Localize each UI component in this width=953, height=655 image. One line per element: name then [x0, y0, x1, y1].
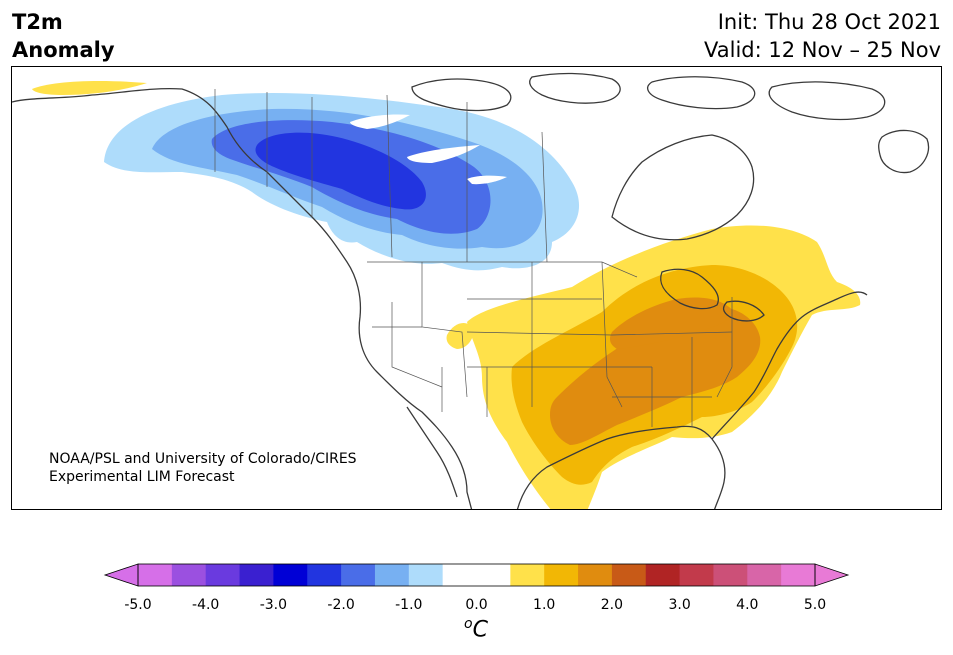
colorbar-cell: [544, 564, 579, 586]
colorbar-tick-label: 2.0: [600, 597, 624, 613]
colorbar-unit: oC: [464, 616, 488, 642]
unit-base: C: [472, 617, 488, 643]
title-line-2: Anomaly: [12, 38, 115, 62]
map-canvas: [12, 72, 930, 509]
colorbar-cell: [781, 564, 816, 586]
map-title: T2m Anomaly: [12, 8, 115, 64]
colorbar-over-arrow: [814, 563, 850, 587]
colorbar-cell: [713, 564, 748, 586]
warm-patch-arctic: [32, 81, 147, 95]
title-line-1: T2m: [12, 10, 63, 34]
lake-white-1: [350, 114, 410, 129]
colorbar-cell: [679, 564, 714, 586]
lake-white-2: [407, 145, 480, 163]
colorbar-tick-label: -5.0: [124, 597, 152, 613]
coastlines: [12, 72, 930, 509]
colorbar-cell: [205, 564, 241, 586]
colorbar-cell: [171, 564, 207, 586]
init-date: Init: Thu 28 Oct 2021: [717, 10, 941, 34]
colorbar-tick-label: -4.0: [192, 597, 220, 613]
colorbar-cell: [510, 564, 545, 586]
colorbar-cell: [374, 564, 410, 586]
anomaly-map: [11, 66, 942, 510]
colorbar-cell: [273, 564, 308, 586]
colorbar-tick-label: 5.0: [803, 597, 827, 613]
valid-range: Valid: 12 Nov – 25 Nov: [704, 38, 941, 62]
political-borders: [214, 89, 733, 427]
colorbar-outline: [137, 563, 816, 587]
warm-patch-west: [446, 323, 474, 349]
colorbar-tick-label: 1.0: [533, 597, 556, 613]
colorbar-cell: [138, 564, 173, 586]
warm-anomaly-strong-core: [609, 297, 734, 349]
colorbar-cell: [239, 564, 274, 586]
colorbar-cell: [442, 564, 477, 586]
colorbar-tick-label: -2.0: [327, 597, 355, 613]
colorbar-tick-label: 0.0: [465, 597, 488, 613]
colorbar-cell: [645, 564, 681, 586]
cold-anomaly-core: [255, 132, 426, 210]
colorbar-cell: [341, 564, 376, 586]
colorbar-cell: [611, 564, 647, 586]
warm-anomaly-strong: [550, 307, 761, 445]
colorbar: [103, 563, 850, 587]
colorbar-cell: [476, 564, 511, 586]
colorbar-cell: [747, 564, 782, 586]
colorbar-cells: [138, 564, 816, 586]
colorbar-tick-label: 4.0: [736, 597, 759, 613]
colorbar-cell: [578, 564, 613, 586]
credit-line-2: Experimental LIM Forecast: [49, 469, 235, 485]
credit-line-1: NOAA/PSL and University of Colorado/CIRE…: [49, 451, 357, 467]
credit-text: NOAA/PSL and University of Colorado/CIRE…: [49, 450, 357, 486]
colorbar-tick-label: -1.0: [395, 597, 423, 613]
colorbar-cell: [408, 564, 444, 586]
colorbar-tick-label: 3.0: [668, 597, 691, 613]
unit-superscript: o: [464, 616, 473, 632]
colorbar-tick-label: -3.0: [259, 597, 288, 613]
colorbar-cell: [307, 564, 342, 586]
colorbar-under-arrow: [103, 563, 139, 587]
forecast-dates: Init: Thu 28 Oct 2021 Valid: 12 Nov – 25…: [704, 8, 941, 64]
lake-white-3: [467, 175, 507, 185]
